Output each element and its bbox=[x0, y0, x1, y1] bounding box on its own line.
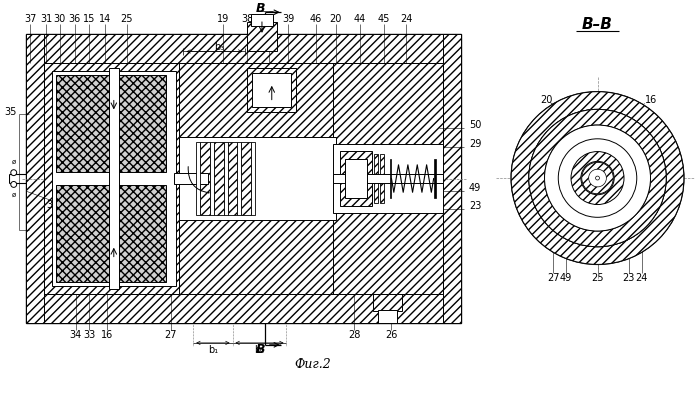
Circle shape bbox=[10, 182, 17, 187]
Bar bbox=[109, 68, 119, 289]
FancyArrowPatch shape bbox=[188, 166, 209, 193]
Circle shape bbox=[529, 109, 666, 247]
Bar bbox=[56, 185, 166, 282]
Text: b₄: b₄ bbox=[372, 186, 382, 196]
Text: 20: 20 bbox=[540, 95, 553, 104]
Bar bbox=[44, 63, 183, 294]
Text: 24: 24 bbox=[400, 14, 412, 24]
Text: 45: 45 bbox=[377, 14, 390, 24]
Text: 15: 15 bbox=[83, 14, 96, 24]
Bar bbox=[377, 309, 397, 323]
Wedge shape bbox=[511, 92, 684, 264]
Bar bbox=[443, 34, 461, 323]
Bar bbox=[214, 142, 224, 215]
Bar bbox=[373, 294, 402, 312]
Text: 25: 25 bbox=[120, 14, 133, 24]
Text: 39: 39 bbox=[282, 14, 294, 24]
Bar bbox=[178, 63, 336, 294]
Bar bbox=[200, 142, 210, 215]
Bar bbox=[241, 142, 251, 215]
Wedge shape bbox=[529, 109, 666, 247]
Bar bbox=[56, 75, 166, 172]
Text: b₃: b₃ bbox=[214, 42, 224, 51]
Text: 35: 35 bbox=[4, 107, 17, 117]
Bar bbox=[333, 173, 443, 183]
Text: 40: 40 bbox=[263, 14, 275, 24]
Wedge shape bbox=[571, 152, 624, 205]
Text: 31: 31 bbox=[40, 14, 52, 24]
Text: b₂: b₂ bbox=[254, 345, 264, 355]
Text: 25: 25 bbox=[591, 273, 604, 283]
Bar bbox=[210, 142, 214, 215]
Text: 14: 14 bbox=[99, 14, 111, 24]
Text: 34: 34 bbox=[69, 330, 82, 340]
Bar bbox=[196, 142, 200, 215]
Text: 27: 27 bbox=[547, 273, 560, 283]
Bar bbox=[252, 73, 291, 107]
Bar bbox=[224, 142, 228, 215]
Text: 49: 49 bbox=[560, 273, 572, 283]
Text: B–B: B–B bbox=[582, 16, 613, 32]
Text: ø: ø bbox=[12, 159, 16, 165]
Bar bbox=[389, 159, 391, 198]
Text: 49: 49 bbox=[469, 183, 481, 193]
Text: 38: 38 bbox=[241, 14, 253, 24]
Text: 26: 26 bbox=[385, 330, 398, 340]
Text: 16: 16 bbox=[645, 95, 658, 104]
Text: B: B bbox=[255, 343, 265, 356]
Text: 24: 24 bbox=[635, 273, 648, 283]
Text: 27: 27 bbox=[164, 330, 177, 340]
Bar bbox=[27, 34, 461, 63]
Bar bbox=[374, 154, 377, 203]
Bar bbox=[247, 68, 296, 112]
Bar bbox=[52, 71, 175, 286]
Bar bbox=[247, 22, 277, 51]
Text: 19: 19 bbox=[217, 14, 229, 24]
Text: 44: 44 bbox=[354, 14, 366, 24]
Bar bbox=[27, 35, 460, 322]
Wedge shape bbox=[582, 162, 613, 194]
Text: 46: 46 bbox=[310, 14, 322, 24]
Bar bbox=[228, 142, 238, 215]
Bar bbox=[27, 34, 461, 323]
Text: 23: 23 bbox=[469, 201, 482, 211]
Text: 36: 36 bbox=[69, 14, 80, 24]
Bar bbox=[178, 137, 336, 220]
Text: 33: 33 bbox=[83, 330, 95, 340]
Bar bbox=[251, 142, 255, 215]
Text: Фиг.2: Фиг.2 bbox=[294, 358, 331, 371]
Text: 32: 32 bbox=[47, 200, 59, 210]
Bar bbox=[251, 14, 273, 26]
Bar bbox=[44, 63, 443, 294]
Bar bbox=[238, 142, 241, 215]
Circle shape bbox=[511, 92, 684, 264]
Bar bbox=[27, 294, 461, 323]
Bar bbox=[340, 151, 372, 206]
Circle shape bbox=[582, 162, 613, 194]
Text: 50: 50 bbox=[469, 120, 482, 129]
Circle shape bbox=[559, 139, 637, 217]
Bar bbox=[173, 173, 208, 185]
Bar bbox=[27, 34, 44, 323]
Text: 28: 28 bbox=[348, 330, 361, 340]
Text: B: B bbox=[255, 2, 265, 15]
Bar bbox=[333, 144, 443, 213]
Text: 30: 30 bbox=[54, 14, 66, 24]
Bar bbox=[333, 63, 443, 294]
Bar bbox=[380, 154, 384, 203]
Bar bbox=[433, 159, 435, 198]
Bar bbox=[345, 159, 367, 198]
Text: b₁: b₁ bbox=[208, 345, 218, 355]
Circle shape bbox=[10, 170, 17, 175]
Text: ø: ø bbox=[12, 192, 16, 198]
Text: 29: 29 bbox=[469, 139, 482, 149]
Circle shape bbox=[545, 125, 651, 231]
Text: 20: 20 bbox=[329, 14, 342, 24]
Circle shape bbox=[596, 176, 600, 180]
Text: 23: 23 bbox=[623, 273, 635, 283]
Text: 16: 16 bbox=[101, 330, 113, 340]
Text: 37: 37 bbox=[24, 14, 36, 24]
